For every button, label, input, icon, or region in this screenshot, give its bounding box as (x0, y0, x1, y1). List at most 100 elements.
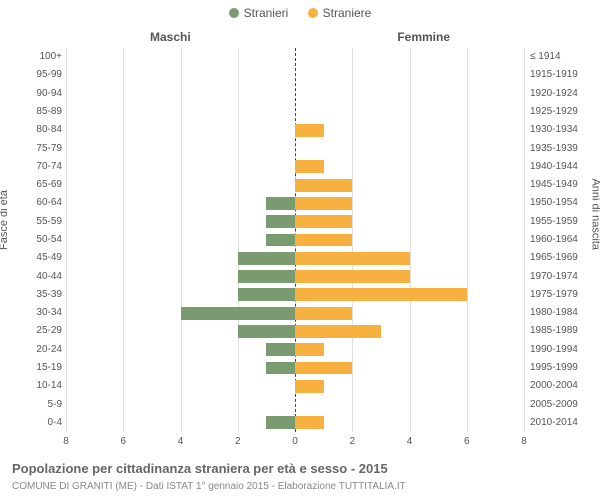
xaxis-tick: 2 (228, 436, 248, 447)
bar-female (295, 160, 324, 173)
birth-year-label: 1930-1934 (530, 124, 600, 135)
age-label: 100+ (2, 51, 62, 62)
header-females: Femmine (397, 30, 450, 44)
bar-female (295, 179, 352, 192)
age-label: 95-99 (2, 69, 62, 80)
birth-year-label: 1950-1954 (530, 197, 600, 208)
age-row: 5-92005-2009 (66, 395, 524, 413)
birth-year-label: 2005-2009 (530, 399, 600, 410)
age-row: 0-42010-2014 (66, 414, 524, 432)
age-row: 35-391975-1979 (66, 286, 524, 304)
birth-year-label: 1995-1999 (530, 362, 600, 373)
birth-year-label: 1975-1979 (530, 289, 600, 300)
age-label: 75-79 (2, 143, 62, 154)
bar-male (238, 325, 295, 338)
bar-male (266, 362, 295, 375)
age-row: 95-991915-1919 (66, 66, 524, 84)
xaxis-tick: 2 (342, 436, 362, 447)
age-label: 30-34 (2, 307, 62, 318)
age-row: 55-591955-1959 (66, 213, 524, 231)
age-row: 80-841930-1934 (66, 121, 524, 139)
birth-year-label: 1925-1929 (530, 106, 600, 117)
age-label: 25-29 (2, 325, 62, 336)
legend-label-female: Straniere (323, 6, 372, 20)
age-label: 55-59 (2, 216, 62, 227)
birth-year-label: 1915-1919 (530, 69, 600, 80)
age-label: 20-24 (2, 344, 62, 355)
age-label: 65-69 (2, 179, 62, 190)
birth-year-label: 2000-2004 (530, 380, 600, 391)
age-label: 35-39 (2, 289, 62, 300)
bar-female (295, 197, 352, 210)
grid-line (524, 48, 525, 432)
legend: Stranieri Straniere (0, 6, 600, 21)
chart-title: Popolazione per cittadinanza straniera p… (12, 461, 388, 476)
age-label: 5-9 (2, 399, 62, 410)
bar-male (266, 215, 295, 228)
legend-dot-male (229, 8, 239, 18)
bar-female (295, 362, 352, 375)
age-row: 45-491965-1969 (66, 249, 524, 267)
age-label: 45-49 (2, 252, 62, 263)
birth-year-label: 2010-2014 (530, 417, 600, 428)
birth-year-label: ≤ 1914 (530, 51, 600, 62)
age-label: 50-54 (2, 234, 62, 245)
age-row: 75-791935-1939 (66, 139, 524, 157)
birth-year-label: 1935-1939 (530, 143, 600, 154)
age-label: 10-14 (2, 380, 62, 391)
bar-female (295, 307, 352, 320)
age-label: 80-84 (2, 124, 62, 135)
bar-female (295, 252, 410, 265)
xaxis-tick: 6 (457, 436, 477, 447)
birth-year-label: 1955-1959 (530, 216, 600, 227)
chart-subtitle: COMUNE DI GRANITI (ME) - Dati ISTAT 1° g… (12, 481, 406, 492)
bar-male (266, 234, 295, 247)
bar-male (238, 288, 295, 301)
legend-dot-female (308, 8, 318, 18)
xaxis-tick: 6 (113, 436, 133, 447)
xaxis-tick: 8 (56, 436, 76, 447)
age-label: 85-89 (2, 106, 62, 117)
bar-male (238, 252, 295, 265)
age-label: 40-44 (2, 271, 62, 282)
age-row: 50-541960-1964 (66, 231, 524, 249)
age-row: 10-142000-2004 (66, 377, 524, 395)
legend-item-male: Stranieri (229, 6, 289, 20)
age-row: 65-691945-1949 (66, 176, 524, 194)
age-row: 70-741940-1944 (66, 158, 524, 176)
birth-year-label: 1990-1994 (530, 344, 600, 355)
age-row: 60-641950-1954 (66, 194, 524, 212)
age-row: 85-891925-1929 (66, 103, 524, 121)
bar-female (295, 270, 410, 283)
header-males: Maschi (150, 30, 191, 44)
bar-female (295, 215, 352, 228)
bar-female (295, 288, 467, 301)
age-row: 15-191995-1999 (66, 359, 524, 377)
age-label: 0-4 (2, 417, 62, 428)
bar-female (295, 124, 324, 137)
bar-female (295, 234, 352, 247)
age-label: 15-19 (2, 362, 62, 373)
xaxis-tick: 0 (285, 436, 305, 447)
age-label: 70-74 (2, 161, 62, 172)
age-row: 25-291985-1989 (66, 322, 524, 340)
age-label: 60-64 (2, 197, 62, 208)
bar-male (266, 343, 295, 356)
bar-female (295, 343, 324, 356)
age-label: 90-94 (2, 88, 62, 99)
bar-female (295, 380, 324, 393)
plot-area: 864202468100+≤ 191495-991915-191990-9419… (66, 48, 524, 432)
age-row: 90-941920-1924 (66, 85, 524, 103)
bar-male (266, 197, 295, 210)
xaxis-tick: 4 (171, 436, 191, 447)
birth-year-label: 1920-1924 (530, 88, 600, 99)
population-pyramid-chart: Stranieri Straniere Maschi Femmine Fasce… (0, 0, 600, 500)
bar-female (295, 325, 381, 338)
age-row: 40-441970-1974 (66, 267, 524, 285)
birth-year-label: 1940-1944 (530, 161, 600, 172)
age-row: 20-241990-1994 (66, 341, 524, 359)
birth-year-label: 1965-1969 (530, 252, 600, 263)
age-row: 30-341980-1984 (66, 304, 524, 322)
birth-year-label: 1960-1964 (530, 234, 600, 245)
bar-male (181, 307, 296, 320)
